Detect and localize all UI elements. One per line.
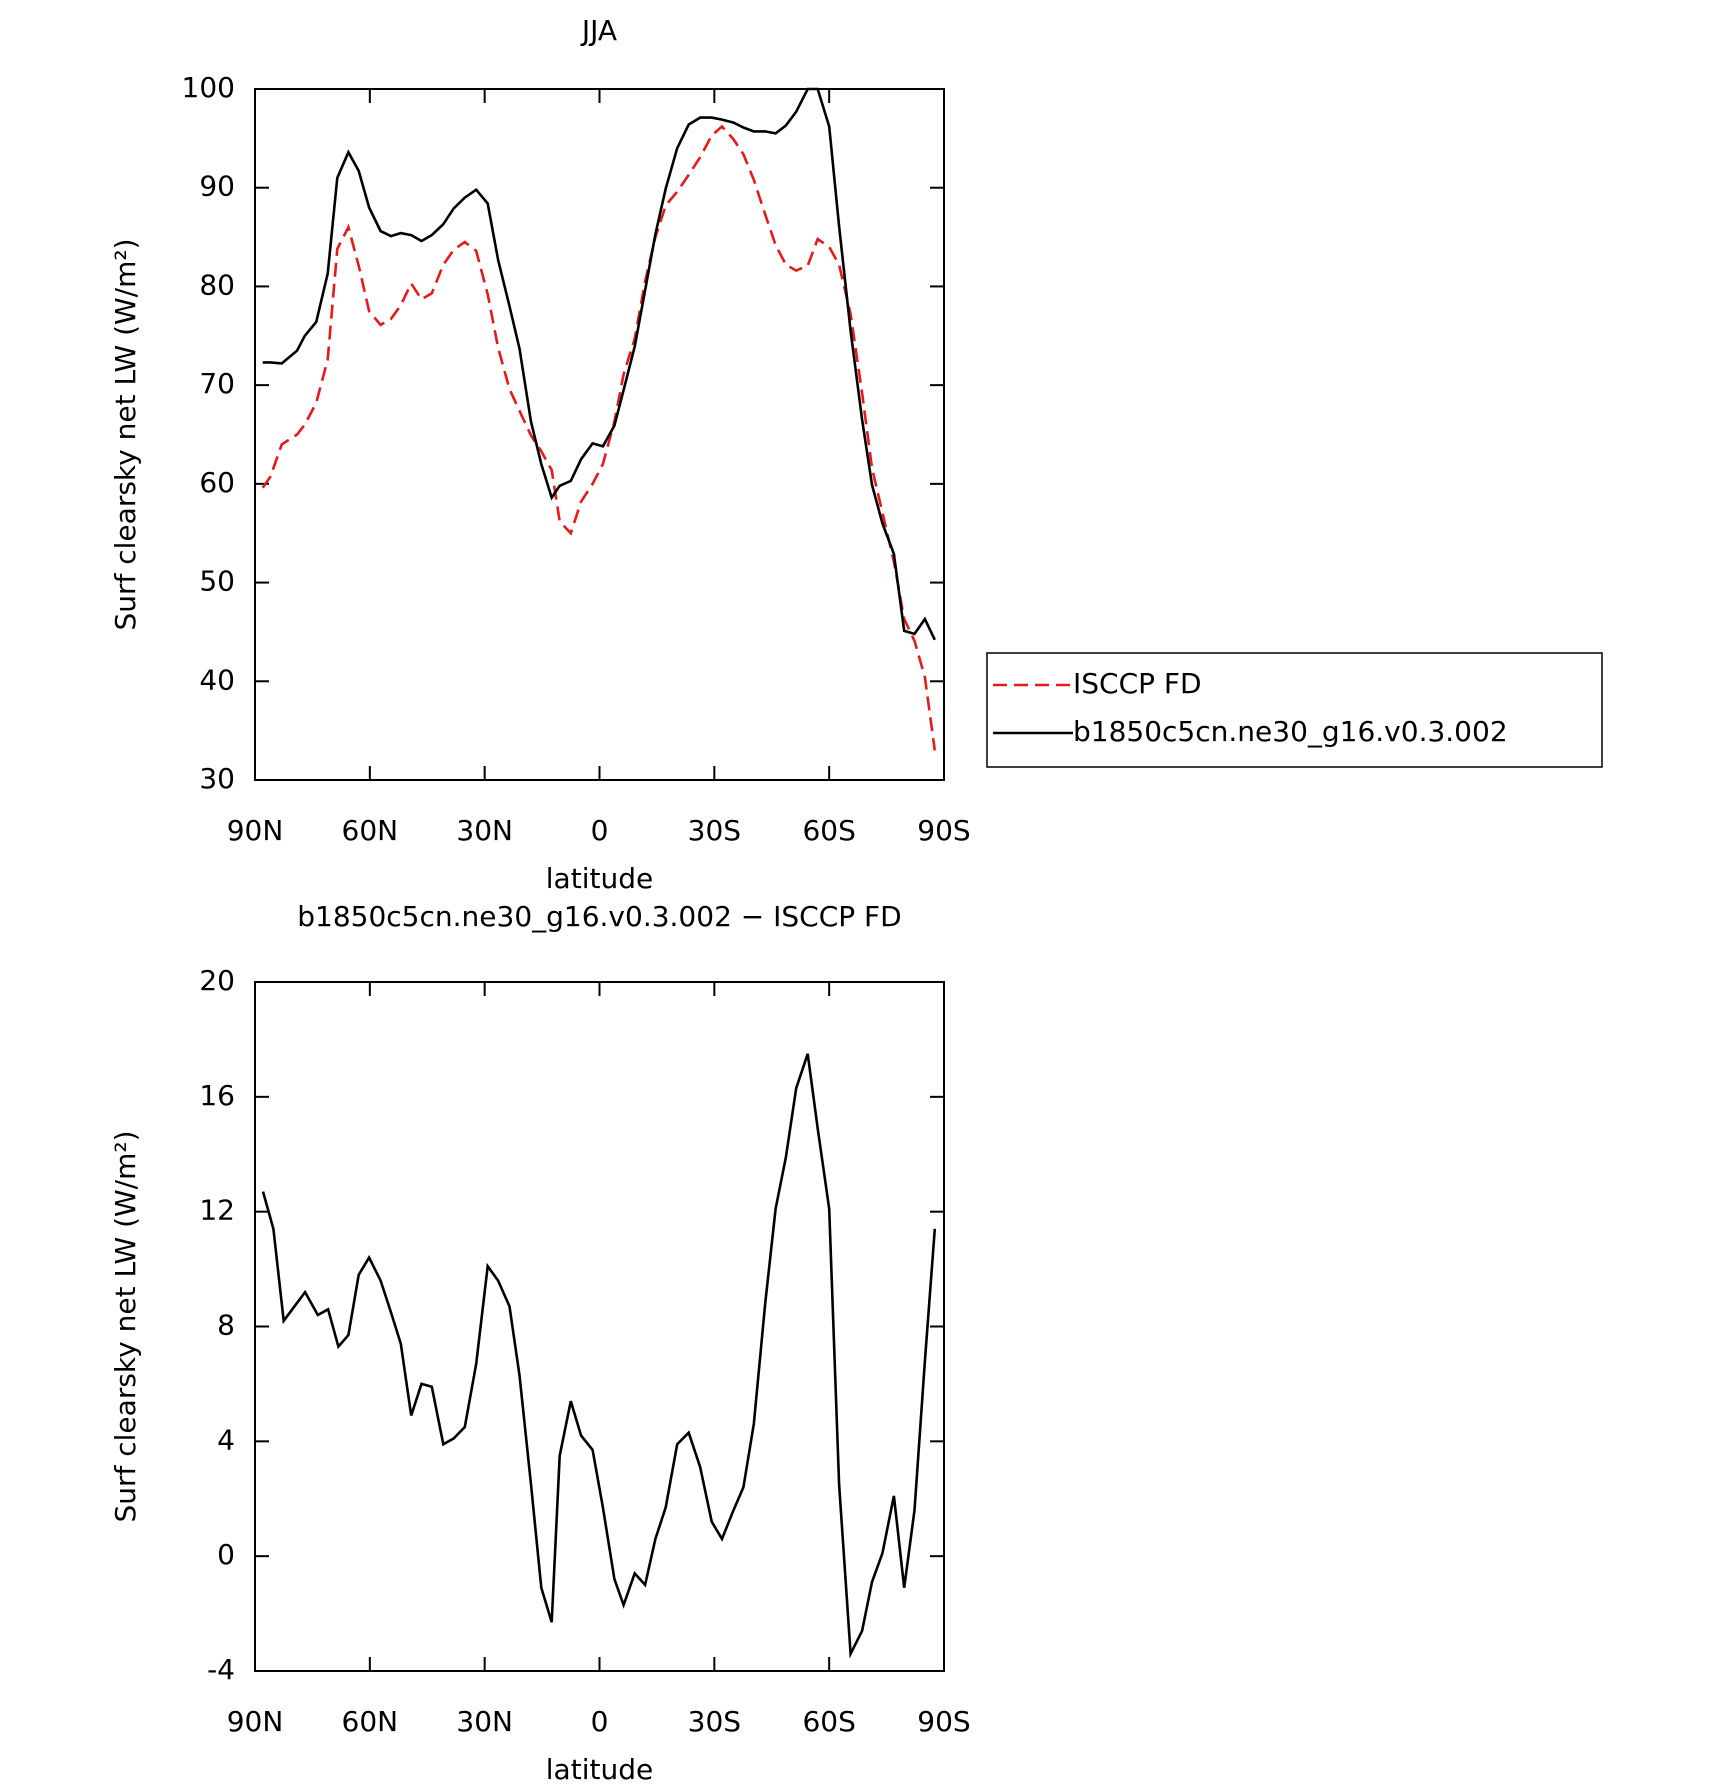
x-tick-label: 60S (802, 1705, 855, 1738)
x-tick-label: 60S (802, 814, 855, 847)
x-tick-label: 30N (456, 1705, 513, 1738)
x-tick-label: 90N (227, 1705, 284, 1738)
y-tick-label: 0 (217, 1538, 235, 1571)
y-tick-label: 12 (199, 1194, 235, 1227)
legend-label: b1850c5cn.ne30_g16.v0.3.002 (1073, 715, 1508, 748)
y-tick-label: 60 (199, 466, 235, 499)
chart-title: JJA (580, 14, 617, 47)
chart-title: b1850c5cn.ne30_g16.v0.3.002 − ISCCP FD (297, 900, 901, 933)
y-tick-label: 30 (199, 762, 235, 795)
x-tick-label: 90N (227, 814, 284, 847)
x-tick-label: 30S (688, 1705, 741, 1738)
y-tick-label: 4 (217, 1423, 235, 1456)
legend-box (986, 652, 1603, 768)
data-line (261, 1053, 937, 1659)
x-tick-label: 0 (591, 814, 609, 847)
x-axis-label: latitude (546, 862, 653, 895)
y-tick-label: 90 (199, 170, 235, 203)
y-tick-label: 70 (199, 367, 235, 400)
y-tick-label: 16 (199, 1079, 235, 1112)
y-tick-label: 8 (217, 1309, 235, 1342)
y-tick-label: -4 (207, 1653, 235, 1686)
legend-label: ISCCP FD (1073, 667, 1202, 700)
y-tick-label: 40 (199, 663, 235, 696)
x-tick-label: 90S (917, 814, 970, 847)
plot-frame (254, 88, 945, 781)
y-tick-label: 50 (199, 565, 235, 598)
y-axis-label: Surf clearsky net LW (W/m²) (109, 238, 142, 630)
y-axis-label: Surf clearsky net LW (W/m²) (109, 1130, 142, 1522)
x-tick-label: 60N (342, 814, 399, 847)
x-tick-label: 90S (917, 1705, 970, 1738)
x-tick-label: 30S (688, 814, 741, 847)
x-tick-label: 60N (342, 1705, 399, 1738)
y-tick-label: 20 (199, 964, 235, 997)
y-tick-label: 80 (199, 268, 235, 301)
plot-frame (254, 981, 945, 1672)
data-line (261, 124, 937, 751)
x-axis-label: latitude (546, 1753, 653, 1786)
x-tick-label: 30N (456, 814, 513, 847)
x-tick-label: 0 (591, 1705, 609, 1738)
y-tick-label: 100 (182, 71, 235, 104)
data-line (262, 87, 936, 641)
